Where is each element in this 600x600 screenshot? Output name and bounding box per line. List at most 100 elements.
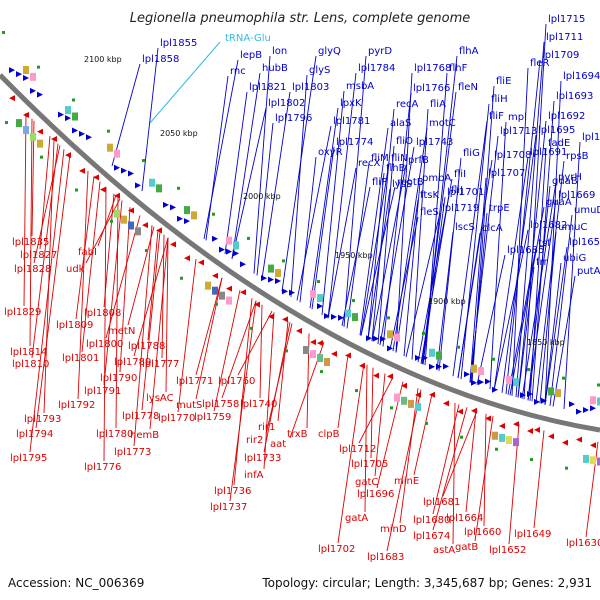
feature-block [317,294,323,303]
gene-label: tsf [538,238,551,249]
feature-block [135,227,141,236]
reverse-gene-arrow [65,152,71,159]
feature-block [394,333,400,342]
reverse-gene-arrow [170,241,176,248]
gene-label: fliN [391,153,408,164]
gene-label: fleN [458,82,478,93]
feature-block [114,209,120,218]
feature-block [590,396,596,405]
gene-label: lpl1858 [142,54,179,65]
leader-line [195,277,223,400]
leader-line [177,259,197,413]
forward-gene-arrow [422,354,428,361]
gene-label: lpl1736 [214,486,251,497]
gene-label: lpl1802 [268,98,305,109]
leader-line [371,108,395,342]
feature-block [352,313,358,322]
gene-label: lpl1835 [12,237,49,248]
forward-gene-arrow [177,215,183,222]
gene-label: lpl1781 [333,116,370,127]
leader-line [213,290,241,412]
gene-label: pyrH [558,172,582,183]
feature-block [149,178,155,187]
leader-line [469,177,487,383]
leader-line [327,167,357,319]
reverse-gene-arrow [198,259,204,266]
feature-block [37,139,43,148]
feature-marker [597,383,600,387]
leader-line [119,207,131,373]
leader-line [432,407,468,531]
leader-line [358,376,394,444]
leader-line [509,206,545,396]
gene-label: metN [108,326,135,337]
gene-label: lpl1821 [249,82,286,93]
forward-gene-arrow [58,111,64,118]
feature-block [219,291,225,300]
leader-line [256,122,274,276]
reverse-gene-arrow [114,192,120,199]
leader-line [229,300,257,502]
forward-gene-arrow [128,170,134,177]
feature-block [583,454,589,463]
gene-label: glyQ [318,46,341,57]
gene-label: lpl1682 [530,220,567,231]
feature-marker [72,98,75,102]
gene-label: lpl1708 [494,150,531,161]
gene-label: motB [397,177,424,188]
gene-label: lpl1808 [84,308,121,319]
gene-label: lpl1788 [128,341,165,352]
feature-marker [530,458,533,462]
gene-label: lpl1705 [351,459,388,470]
leader-line [544,262,562,405]
feature-marker [495,447,498,451]
gene-label: mutS [176,400,202,411]
feature-marker [562,376,565,380]
gene-label: ubiG [563,253,586,264]
leader-line [420,194,450,364]
gene-label: lpl1794 [16,429,53,440]
reverse-gene-arrow [471,407,477,414]
forward-gene-arrow [65,115,71,122]
leader-line [290,74,308,297]
feature-marker [215,302,218,306]
leader-line [23,112,27,307]
feature-block [205,281,211,290]
leader-line [35,154,71,429]
feature-marker [527,368,530,372]
feature-marker [40,155,43,159]
leader-line [133,237,169,357]
feature-block [30,132,36,141]
reverse-gene-arrow [443,400,449,407]
reverse-gene-arrow [254,301,260,308]
gene-label: lysS [392,179,412,190]
feature-block [226,236,232,245]
gene-label: gatA [345,513,368,524]
gene-label: lpl1669 [558,190,595,201]
feature-block [415,402,421,411]
gene-label: rpsB [566,151,589,162]
forward-gene-arrow [289,289,295,296]
feature-block [310,290,316,299]
gene-label: lpl1737 [210,502,247,513]
reverse-gene-arrow [499,422,505,429]
forward-gene-arrow [429,363,435,370]
feature-block [597,397,600,406]
gene-label: lpl1778 [122,411,159,422]
forward-gene-arrow [233,250,239,257]
reverse-gene-arrow [345,352,351,359]
gene-label: mpl [508,112,527,123]
forward-gene-arrow [261,275,267,282]
leader-line [544,80,562,405]
gene-label: fliJ [451,185,463,196]
reverse-gene-arrow [79,167,85,174]
gene-label: fliH [491,94,508,105]
gene-label: lpl1791 [84,386,121,397]
feature-block [191,211,197,220]
gene-label: clpB [318,429,340,440]
leader-line [77,170,89,400]
gene-label: minD [380,524,407,535]
feature-block [548,387,554,396]
genome-info-label: Topology: circular; Length: 3,345,687 bp… [261,576,592,590]
